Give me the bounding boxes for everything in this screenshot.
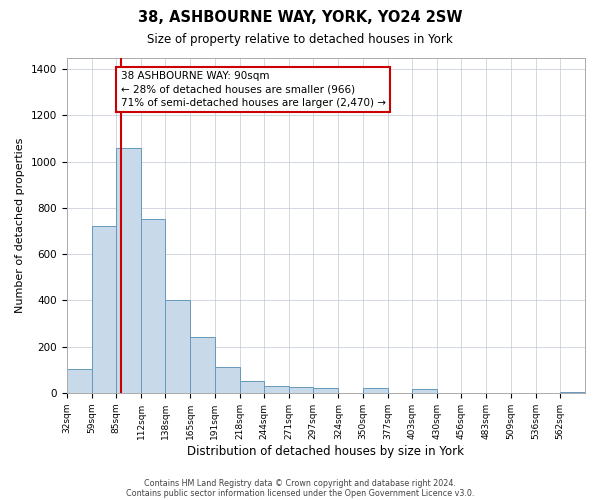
- Bar: [165, 300, 190, 393]
- Bar: [412, 390, 437, 393]
- Bar: [92, 226, 116, 393]
- Bar: [215, 368, 239, 393]
- X-axis label: Distribution of detached houses by size in York: Distribution of detached houses by size …: [187, 444, 464, 458]
- Text: Contains public sector information licensed under the Open Government Licence v3: Contains public sector information licen…: [126, 488, 474, 498]
- Text: Size of property relative to detached houses in York: Size of property relative to detached ho…: [147, 32, 453, 46]
- Bar: [289, 387, 313, 393]
- Bar: [116, 148, 141, 393]
- Y-axis label: Number of detached properties: Number of detached properties: [15, 138, 25, 313]
- Bar: [239, 382, 264, 393]
- Bar: [141, 220, 165, 393]
- Bar: [313, 388, 338, 393]
- Bar: [190, 338, 215, 393]
- Bar: [264, 386, 289, 393]
- Bar: [67, 368, 92, 393]
- Bar: [362, 388, 388, 393]
- Text: Contains HM Land Registry data © Crown copyright and database right 2024.: Contains HM Land Registry data © Crown c…: [144, 478, 456, 488]
- Text: 38 ASHBOURNE WAY: 90sqm
← 28% of detached houses are smaller (966)
71% of semi-d: 38 ASHBOURNE WAY: 90sqm ← 28% of detache…: [121, 72, 386, 108]
- Bar: [560, 392, 585, 393]
- Text: 38, ASHBOURNE WAY, YORK, YO24 2SW: 38, ASHBOURNE WAY, YORK, YO24 2SW: [138, 10, 462, 25]
